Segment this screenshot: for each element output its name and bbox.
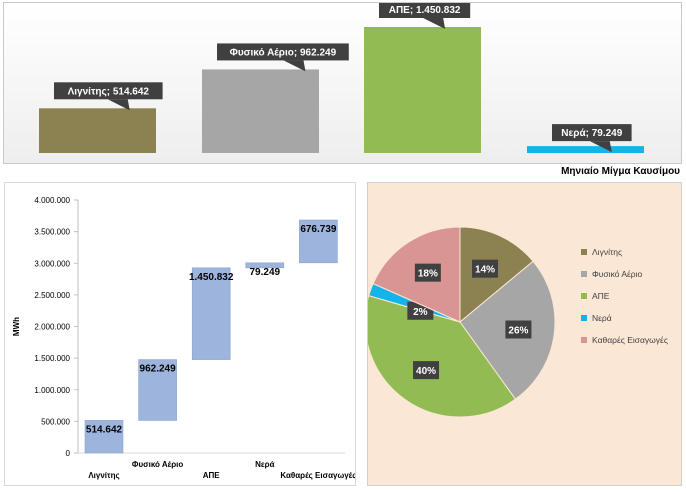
x-tick-label: ΑΠΕ bbox=[203, 471, 221, 480]
x-tick-label: Καθαρές Εισαγωγές bbox=[280, 471, 355, 480]
legend-label-2: Φυσικό Αέριο bbox=[592, 269, 643, 279]
legend-swatch-3 bbox=[581, 293, 587, 299]
callout-pointer-2 bbox=[283, 60, 306, 72]
legend-label-4: Νερά bbox=[592, 313, 612, 323]
data-label-3: ΑΠΕ; 1.450.832 bbox=[389, 5, 461, 16]
data-label-1: Λιγνίτης; 514.642 bbox=[68, 86, 150, 97]
x-tick-label: Νερά bbox=[255, 460, 275, 469]
legend-label-3: ΑΠΕ bbox=[592, 291, 610, 301]
data-label-box-3 bbox=[379, 1, 471, 18]
pie-percent-label-5: 18% bbox=[418, 269, 438, 280]
bar-4 bbox=[527, 146, 644, 153]
data-label-box-2 bbox=[217, 43, 349, 61]
waterfall-value-label-3: 1.450.832 bbox=[189, 272, 234, 283]
pie-percent-label-2: 26% bbox=[508, 325, 528, 336]
data-label-box-4 bbox=[552, 124, 632, 142]
pie-chart: 14% 26% 40% 2% 18% Λιγνίτης Φυσικό Αέριο ΑΠΕ Νερ… bbox=[364, 226, 668, 418]
legend-swatch-1 bbox=[581, 249, 587, 255]
waterfall-value-label-2: 962.249 bbox=[140, 364, 177, 375]
legend-swatch-4 bbox=[581, 315, 587, 321]
pie-percent-box-5 bbox=[414, 263, 441, 282]
pie-percent-box-1 bbox=[472, 259, 499, 278]
pie-percent-box-2 bbox=[505, 320, 532, 339]
waterfall-bar-4 bbox=[245, 262, 285, 269]
pie-percent-label-1: 14% bbox=[475, 265, 495, 276]
top-bar-chart: Λιγνίτης; 514.642 Φυσικό Αέριο; 962.249 ΑΠ… bbox=[39, 1, 644, 153]
callout-pointer-3 bbox=[423, 18, 446, 29]
legend-label-1: Λιγνίτης bbox=[592, 247, 622, 257]
legend-swatch-5 bbox=[581, 337, 587, 343]
callout-pointer-1 bbox=[107, 99, 130, 111]
y-tick-label: 1.500.000 bbox=[34, 354, 70, 363]
x-tick-label: Λιγνίτης bbox=[88, 471, 119, 480]
y-axis-label: MWh bbox=[12, 317, 21, 336]
data-label-4: Νερά; 79.249 bbox=[561, 128, 622, 139]
pie-percent-label-3: 40% bbox=[416, 366, 436, 377]
waterfall-bar-5 bbox=[299, 219, 338, 264]
pie-chart-panel: 14% 26% 40% 2% 18% Λιγνίτης Φυσικό Αέριο ΑΠΕ Νερ… bbox=[364, 182, 682, 486]
legend-label-5: Καθαρές Εισαγωγές bbox=[592, 335, 668, 345]
waterfall-value-label-5: 676.739 bbox=[300, 224, 337, 235]
waterfall-value-label-4: 79.249 bbox=[250, 267, 281, 278]
y-tick-label: 2.500.000 bbox=[34, 291, 70, 300]
bar-1 bbox=[39, 108, 156, 153]
y-tick-label: 500.000 bbox=[41, 417, 70, 426]
data-label-box-1 bbox=[54, 82, 163, 100]
legend-swatch-2 bbox=[581, 271, 587, 277]
data-label-2: Φυσικό Αέριο; 962.249 bbox=[230, 47, 337, 58]
callout-pointer-4 bbox=[589, 141, 612, 153]
top-bar-chart-panel: Λιγνίτης; 514.642 Φυσικό Αέριο; 962.249 ΑΠ… bbox=[3, 1, 682, 164]
y-tick-label: 3.000.000 bbox=[34, 259, 70, 268]
waterfall-bar-3 bbox=[191, 267, 231, 360]
bar-2 bbox=[202, 69, 319, 153]
y-tick-label: 1.000.000 bbox=[34, 386, 70, 395]
bar-3 bbox=[364, 27, 481, 153]
waterfall-value-label-1: 514.642 bbox=[86, 424, 123, 435]
pie-percent-label-4: 2% bbox=[413, 307, 428, 318]
waterfall-bar-1 bbox=[84, 420, 124, 454]
waterfall-chart: 0 500.000 1.000.000 1.500.000 2.000.000 2.500… bbox=[12, 196, 356, 480]
y-tick-label: 2.000.000 bbox=[34, 323, 70, 332]
y-tick-label: 4.000.000 bbox=[34, 196, 70, 205]
pie-percent-box-3 bbox=[413, 361, 440, 380]
x-tick-label: Φυσικό Αέριο bbox=[132, 460, 183, 469]
waterfall-bar-2 bbox=[138, 359, 177, 421]
pie-chart-title: Μηνιαίο Μίγμα Καυσίμου bbox=[561, 166, 680, 177]
y-tick-label: 3.500.000 bbox=[34, 228, 70, 237]
waterfall-chart-panel: 0 500.000 1.000.000 1.500.000 2.000.000 2.500… bbox=[4, 182, 356, 486]
y-tick-label: 0 bbox=[66, 449, 71, 458]
